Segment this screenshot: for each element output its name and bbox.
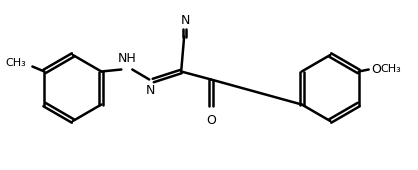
Text: CH₃: CH₃ [381,64,401,74]
Text: NH: NH [118,52,137,64]
Text: O: O [372,63,382,76]
Text: O: O [206,114,216,126]
Text: CH₃: CH₃ [6,58,26,69]
Text: N: N [181,13,190,27]
Text: N: N [145,84,155,98]
